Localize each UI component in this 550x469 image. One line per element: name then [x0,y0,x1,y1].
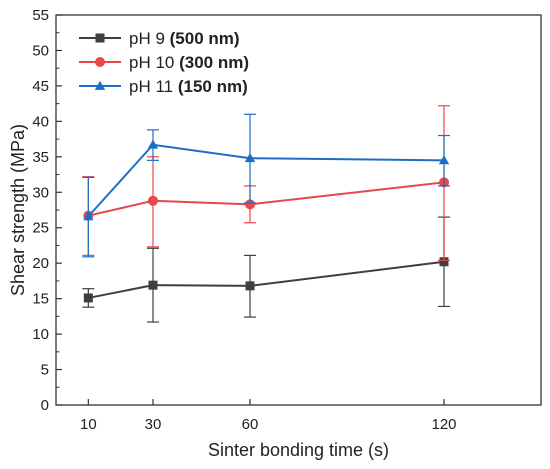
legend-series-name: pH 11 [129,77,178,96]
y-tick-label: 35 [32,149,49,166]
y-tick-label: 5 [41,362,49,379]
y-tick-label: 30 [32,184,49,201]
legend-marker [95,57,105,67]
y-tick-label: 20 [32,255,49,272]
legend: pH 9 (500 nm)pH 10 (300 nm)pH 11 (150 nm… [79,29,249,96]
data-point [245,281,255,291]
y-axis-title: Shear strength (MPa) [8,124,28,296]
legend-series-name: pH 10 [129,53,179,72]
y-tick-label: 50 [32,42,49,59]
plot-frame [55,14,542,406]
data-point [438,155,450,165]
x-axis-title: Sinter bonding time (s) [208,440,389,460]
series-ph-11 [82,113,450,258]
legend-entry: pH 11 (150 nm) [79,77,248,96]
series-ph-9 [82,216,450,323]
x-tick-label: 30 [145,416,162,433]
y-tick-label: 25 [32,220,49,237]
series-line [87,143,445,218]
legend-marker [95,33,105,43]
legend-label: pH 10 (300 nm) [129,53,249,72]
data-point [83,293,93,303]
y-tick-label: 15 [32,291,49,308]
legend-entry: pH 10 (300 nm) [79,53,249,72]
legend-label: pH 9 (500 nm) [129,29,240,48]
x-tick-label: 60 [242,416,259,433]
legend-label: pH 11 (150 nm) [129,77,248,96]
data-point [83,211,94,221]
y-tick-label: 40 [32,113,49,130]
y-tick-label: 45 [32,78,49,95]
series-layer [82,105,450,323]
x-tick-label: 10 [80,416,97,433]
y-tick-label: 10 [32,326,49,343]
data-point [147,139,159,149]
data-point [148,195,158,206]
legend-series-size: (500 nm) [170,29,240,48]
legend-series-size: (300 nm) [179,53,249,72]
data-point [439,257,449,267]
x-axis-ticks: 10 30 60 120 [80,399,457,433]
legend-series-size: (150 nm) [178,77,248,96]
y-axis-ticks: 0 5 10 15 20 25 30 35 40 45 50 55 [32,7,62,414]
legend-series-name: pH 9 [129,29,170,48]
legend-marker [94,80,106,90]
y-tick-label: 55 [32,7,49,24]
series-ph-10 [82,105,450,261]
data-point [148,280,158,290]
series-line [88,181,445,217]
x-tick-label: 120 [431,416,456,433]
y-tick-label: 0 [41,397,49,414]
series-line [88,260,445,299]
data-point [244,152,256,163]
legend-entry: pH 9 (500 nm) [79,29,240,48]
data-point [245,199,255,210]
